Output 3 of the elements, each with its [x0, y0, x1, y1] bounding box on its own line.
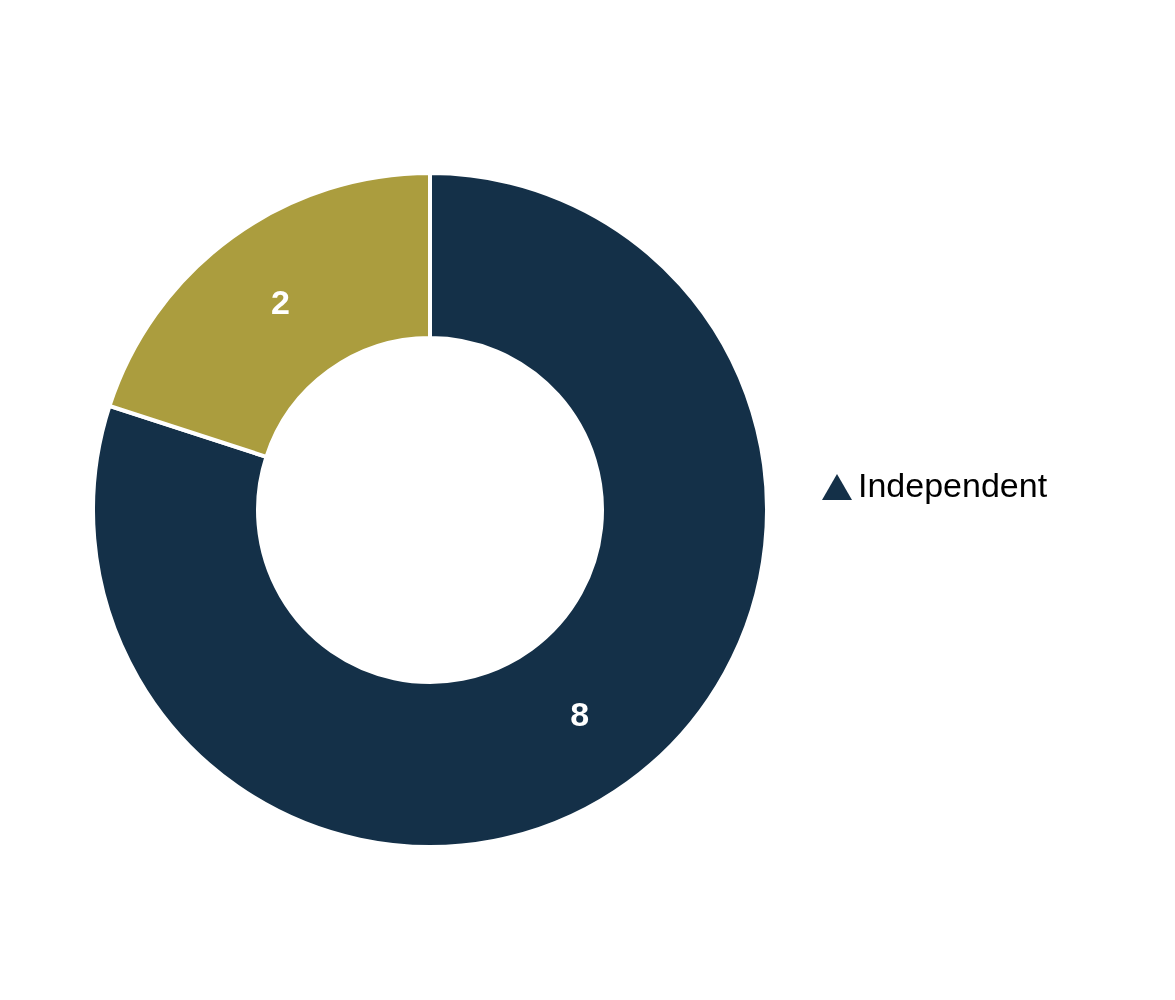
data-label: 2: [270, 283, 290, 322]
data-label: 8: [570, 694, 590, 733]
legend-label: Independent: [858, 466, 1048, 504]
